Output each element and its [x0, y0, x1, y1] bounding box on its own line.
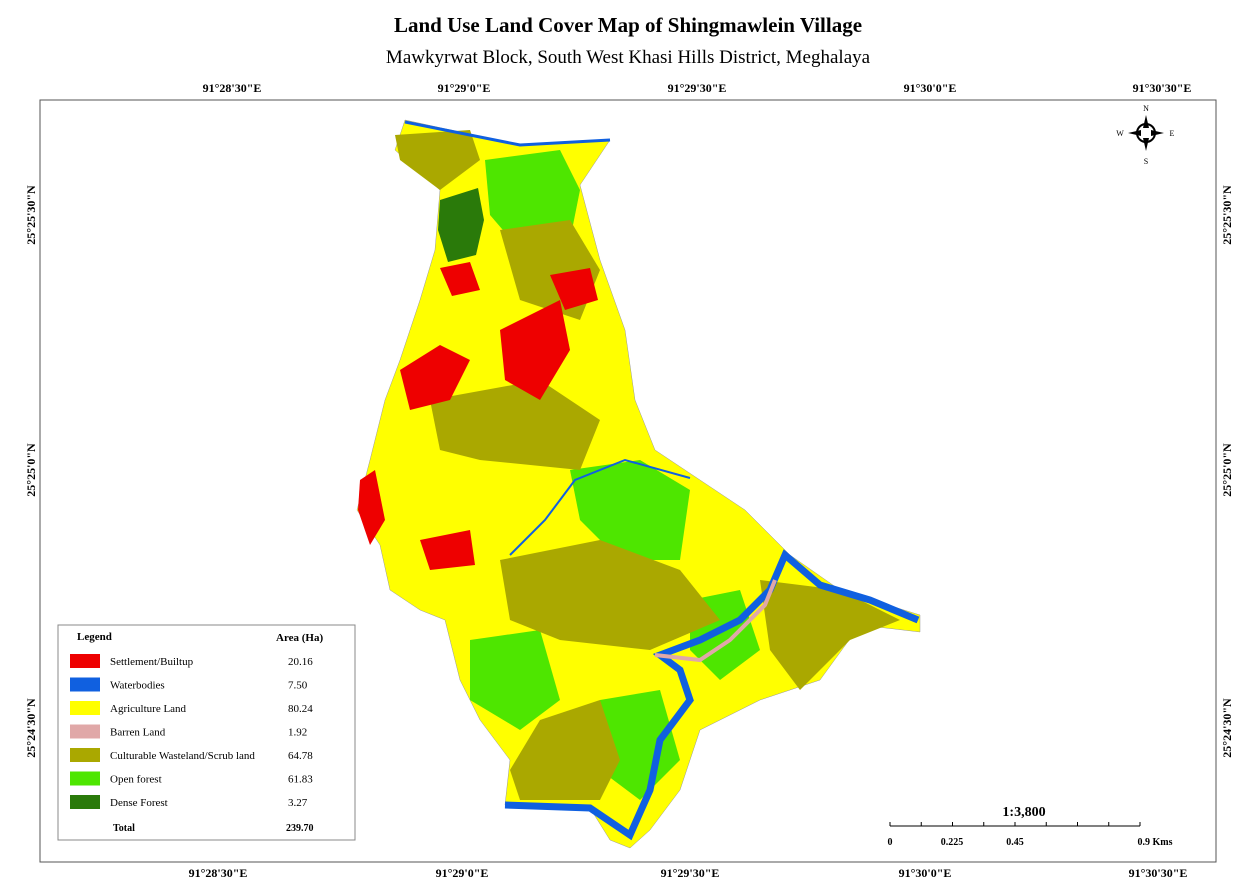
left-coordinate: 25°24'30"N	[24, 698, 38, 758]
legend-swatch	[70, 771, 100, 786]
map-subtitle: Mawkyrwat Block, South West Khasi Hills …	[386, 47, 871, 68]
bottom-coordinate: 91°30'0"E	[899, 866, 952, 880]
open-forest	[570, 460, 690, 560]
scale-label: 0	[888, 837, 893, 848]
barren-land	[654, 579, 777, 663]
right-coordinate: 25°25'0"N	[1220, 443, 1234, 497]
village-map	[356, 119, 921, 849]
scale-bar: 1:3,800 0 0.225 0.45 0.9 Kms	[888, 805, 1173, 848]
open-forest	[600, 690, 680, 800]
legend-title: Legend	[77, 631, 112, 643]
dense-forest	[438, 188, 484, 262]
legend-swatch	[70, 701, 100, 715]
legend-area: 64.78	[288, 750, 313, 762]
left-coordinate: 25°25'0"N	[24, 443, 38, 497]
top-coordinate: 91°29'0"E	[438, 81, 491, 95]
compass-e: E	[1170, 129, 1175, 138]
legend-total-area: 239.70	[286, 823, 314, 834]
scale-ratio: 1:3,800	[1002, 805, 1045, 820]
legend-box	[57, 624, 356, 841]
compass-w: W	[1116, 129, 1124, 138]
river	[404, 120, 611, 147]
legend-swatch	[70, 748, 100, 762]
legend-rows: Settlement/Builtup 20.16 Waterbodies 7.50 Ag…	[70, 654, 313, 809]
top-coordinate: 91°28'30"E	[203, 81, 262, 95]
scrub-land	[395, 130, 480, 190]
legend-label: Settlement/Builtup	[110, 656, 194, 668]
scrub-land	[430, 380, 600, 470]
settlement	[550, 268, 598, 310]
scrub-land	[500, 540, 720, 650]
compass-s: S	[1144, 157, 1148, 166]
map-frame	[39, 99, 1217, 863]
compass: N S W E	[1116, 104, 1174, 166]
legend: Legend Area (Ha) Settlement/Builtup 20.16…	[57, 624, 356, 841]
bottom-coordinate: 91°30'30"E	[1129, 866, 1188, 880]
scrub-land	[760, 580, 900, 690]
legend-label: Agriculture Land	[110, 703, 187, 715]
legend-total-label: Total	[113, 823, 135, 834]
right-coordinate: 25°24'30"N	[1220, 698, 1234, 758]
legend-area: 1.92	[288, 727, 307, 739]
legend-label: Barren Land	[110, 727, 166, 739]
compass-n: N	[1143, 104, 1149, 113]
settlement	[420, 530, 475, 570]
top-coordinate: 91°29'30"E	[668, 81, 727, 95]
legend-area: 20.16	[288, 656, 313, 668]
legend-area: 7.50	[288, 680, 308, 692]
bottom-coordinate: 91°29'30"E	[661, 866, 720, 880]
open-forest	[470, 630, 560, 730]
settlement	[440, 262, 480, 296]
scale-label: 0.9 Kms	[1138, 837, 1173, 848]
coordinate-labels: 91°28'30"E 91°29'0"E 91°29'30"E 91°30'0"E 91…	[24, 81, 1234, 880]
legend-area: 3.27	[288, 797, 308, 809]
legend-swatch	[70, 677, 100, 692]
bottom-coordinate: 91°29'0"E	[436, 866, 489, 880]
scrub-land	[510, 700, 620, 800]
legend-area-heading: Area (Ha)	[276, 632, 323, 644]
settlement	[358, 470, 385, 545]
legend-label: Dense Forest	[110, 797, 168, 809]
legend-label: Waterbodies	[110, 680, 165, 692]
river	[509, 458, 691, 556]
map-title: Land Use Land Cover Map of Shingmawlein …	[394, 13, 862, 37]
legend-swatch	[70, 654, 100, 668]
legend-area: 61.83	[288, 774, 313, 786]
scale-label: 0.45	[1006, 837, 1024, 848]
right-coordinate: 25°25'30"N	[1220, 185, 1234, 245]
top-coordinate: 91°30'30"E	[1133, 81, 1192, 95]
legend-area: 80.24	[288, 703, 313, 715]
top-coordinate: 91°30'0"E	[904, 81, 957, 95]
legend-label: Open forest	[110, 774, 162, 786]
settlement	[400, 345, 470, 410]
legend-label: Culturable Wasteland/Scrub land	[110, 750, 255, 762]
left-coordinate: 25°25'30"N	[24, 185, 38, 245]
legend-swatch	[70, 795, 100, 809]
legend-swatch	[70, 724, 100, 739]
scale-label: 0.225	[941, 837, 964, 848]
bottom-coordinate: 91°28'30"E	[189, 866, 248, 880]
settlement	[500, 300, 570, 400]
